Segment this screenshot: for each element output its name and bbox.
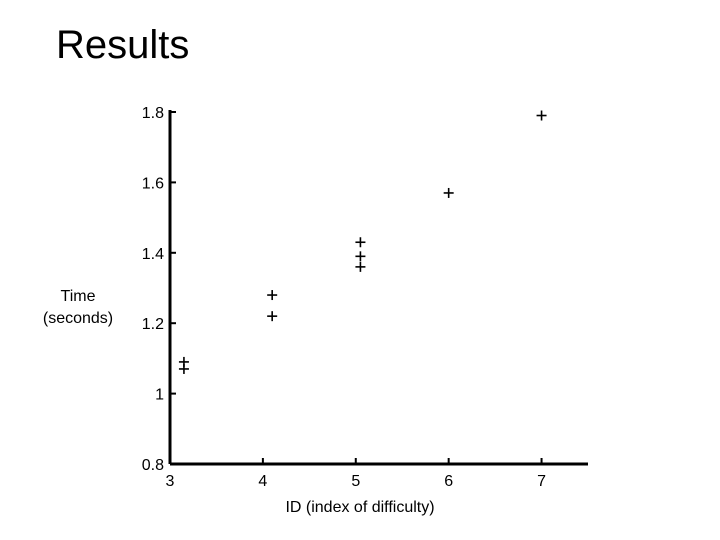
data-point (443, 187, 454, 198)
y-tick-label: 1.4 (142, 246, 164, 263)
y-tick-label: 1.6 (142, 175, 164, 192)
y-tick-label: 1.2 (142, 316, 164, 333)
y-axis-label-line-2: (seconds) (42, 310, 114, 327)
data-point (267, 290, 278, 301)
y-tick-label: 1.8 (142, 105, 164, 122)
data-point (355, 251, 366, 262)
x-axis-label: ID (index of difficulty) (285, 499, 435, 516)
data-point (355, 237, 366, 248)
x-tick-label: 6 (444, 473, 453, 490)
y-tick-label: 1 (155, 387, 164, 404)
data-point (536, 110, 547, 121)
x-tick-label: 3 (166, 473, 175, 490)
slide-title: Results (56, 23, 190, 67)
y-axis-label: Time (seconds) (30, 286, 126, 330)
x-tick-label: 4 (258, 473, 267, 490)
y-axis-label-line-1: Time (60, 288, 96, 305)
data-point (355, 261, 366, 272)
y-tick-label: 0.8 (142, 457, 164, 474)
data-point (178, 363, 189, 374)
x-tick-label: 5 (351, 473, 360, 490)
x-tick-label: 7 (537, 473, 546, 490)
data-point (267, 311, 278, 322)
